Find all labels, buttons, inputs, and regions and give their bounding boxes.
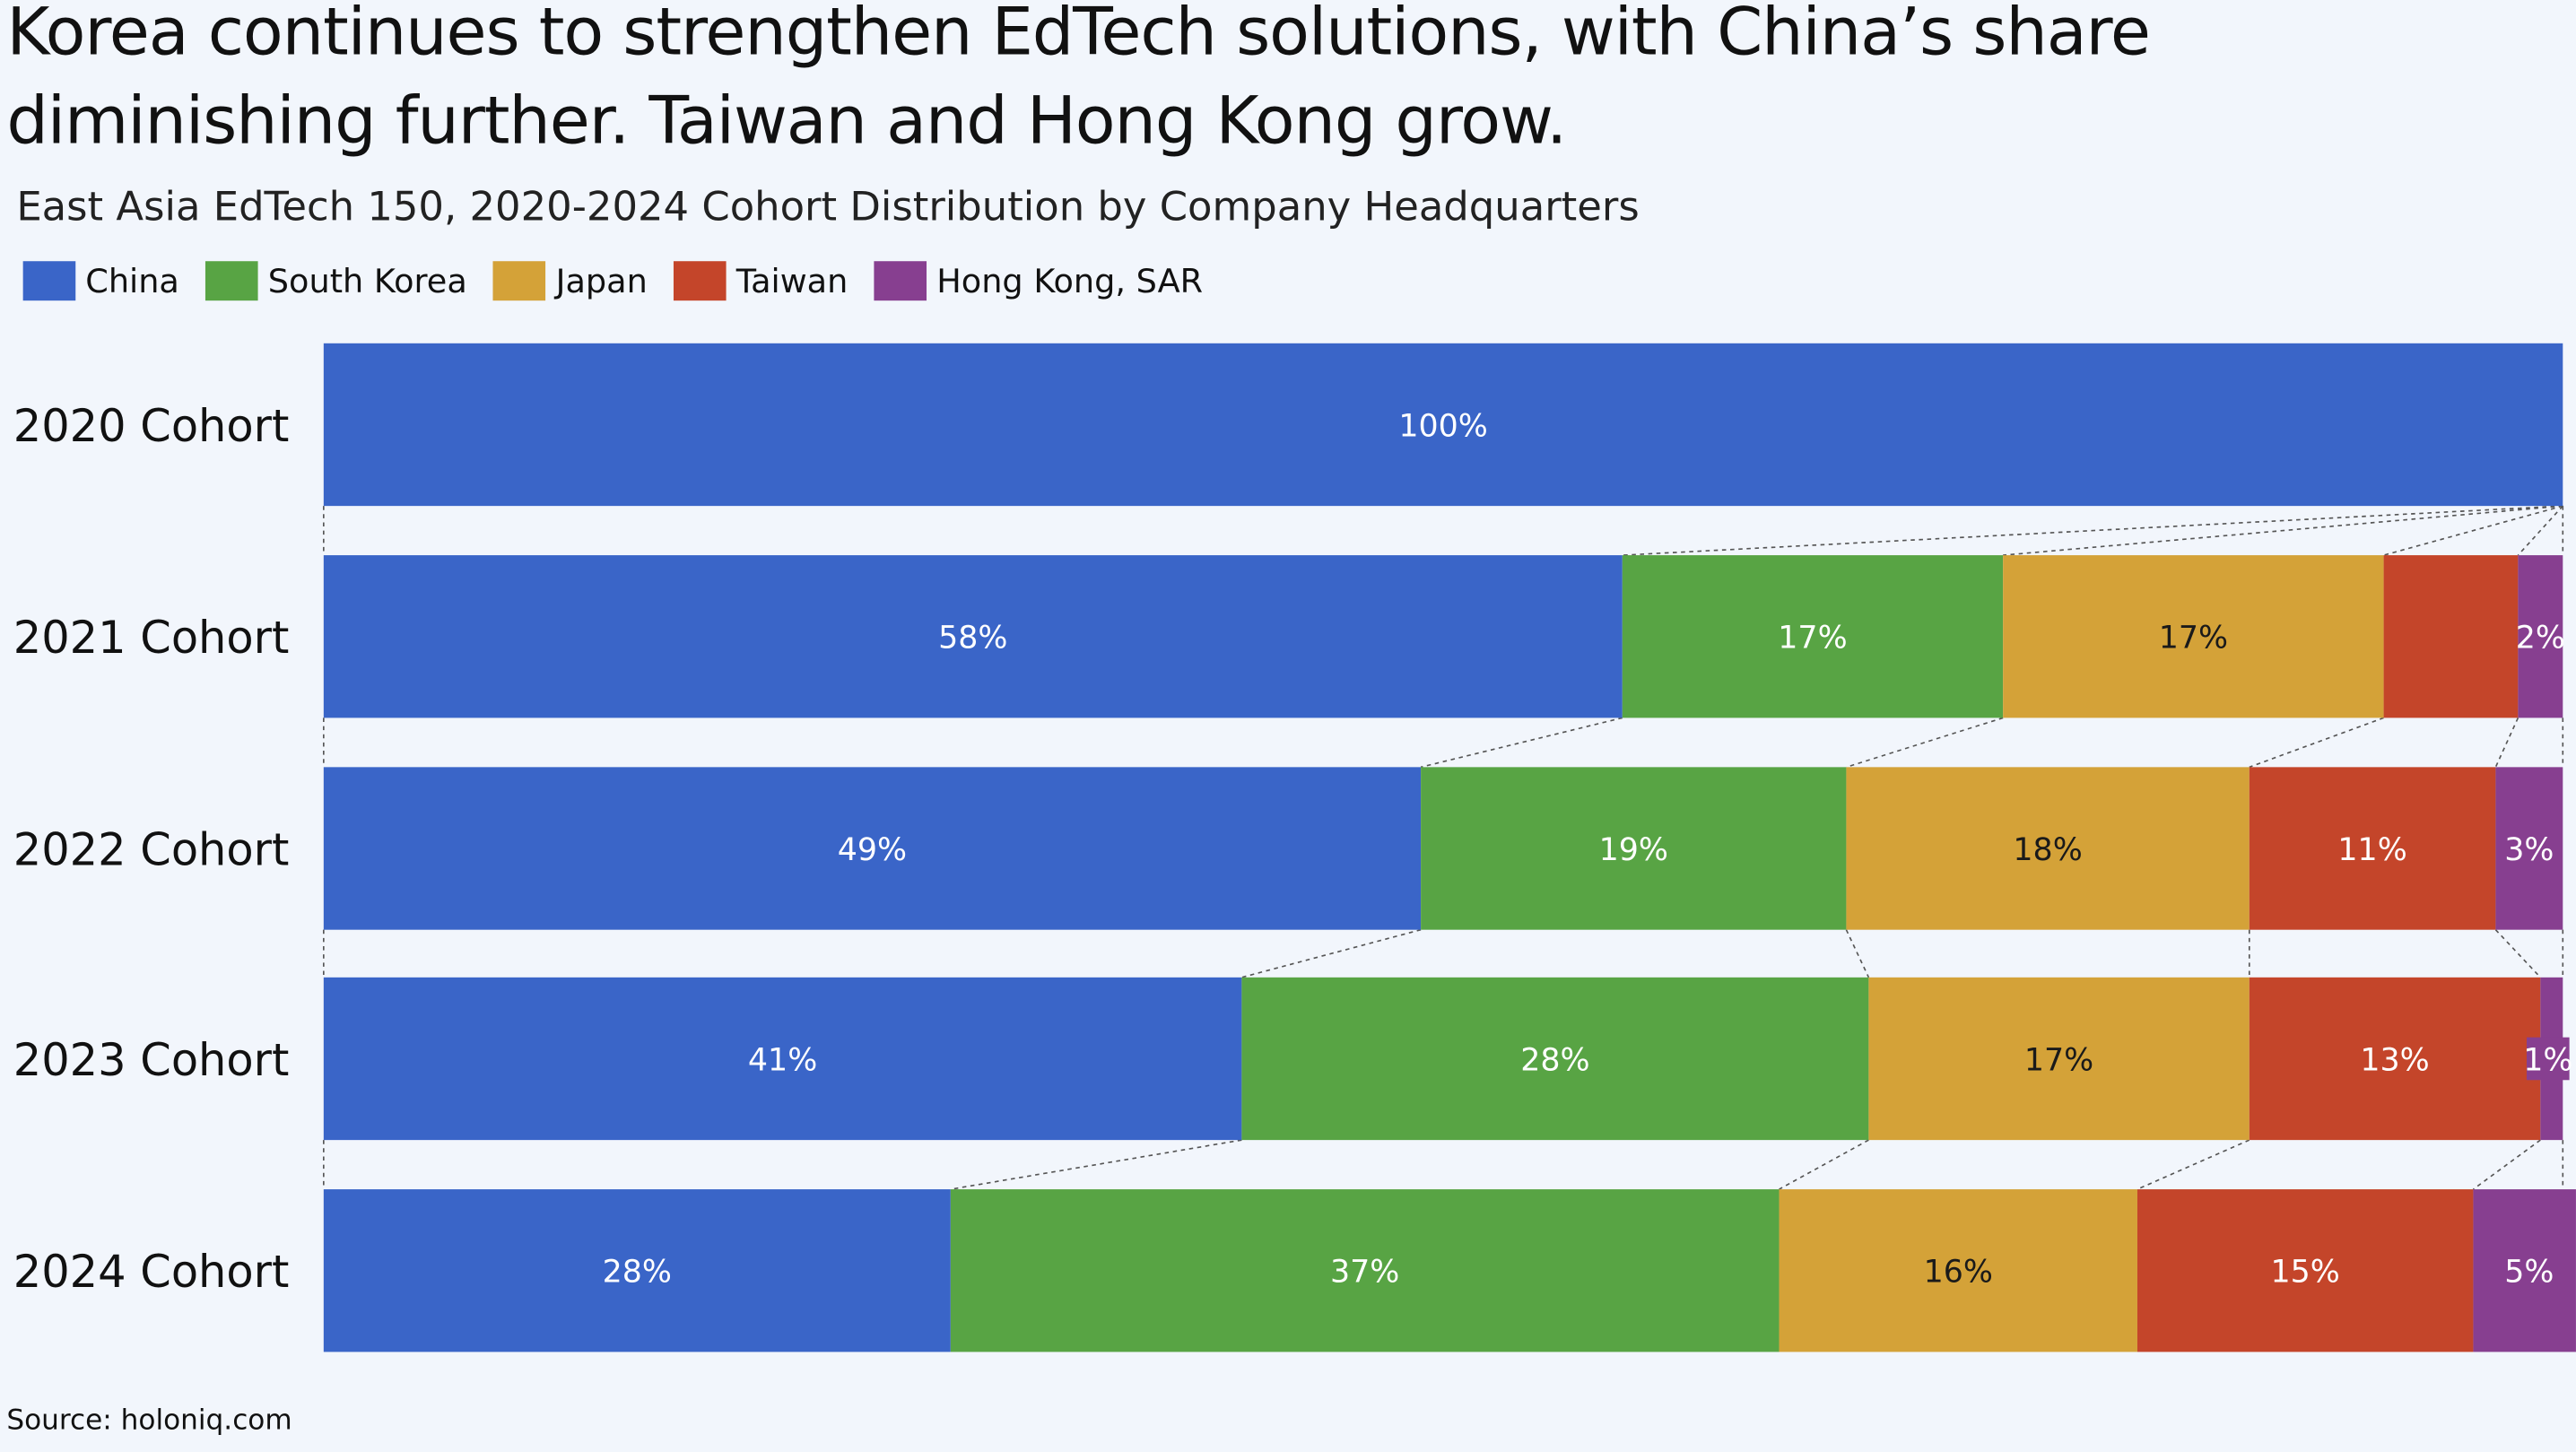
bar-segment bbox=[323, 977, 1242, 1141]
bar-segment bbox=[2473, 1189, 2576, 1352]
data-label: 49% bbox=[838, 832, 907, 868]
category-label: 2021 Cohort bbox=[13, 612, 290, 664]
connector-line bbox=[2494, 929, 2541, 978]
connector-line bbox=[1622, 505, 2563, 556]
data-label: 58% bbox=[938, 621, 1007, 656]
data-label: 17% bbox=[2159, 621, 2228, 656]
bar-segment bbox=[2137, 1189, 2474, 1352]
bar-segment bbox=[323, 1189, 951, 1352]
source-note: Source: holoniq.com bbox=[6, 1404, 292, 1438]
connector-line bbox=[2137, 1139, 2250, 1190]
legend-swatch bbox=[22, 261, 76, 301]
legend-label: Japan bbox=[555, 261, 648, 301]
connector-line bbox=[2383, 505, 2563, 556]
legend-swatch bbox=[493, 261, 546, 301]
bar-segment bbox=[2249, 767, 2496, 930]
category-label: 2020 Cohort bbox=[13, 400, 290, 452]
connector-line bbox=[2494, 717, 2519, 768]
data-label: 41% bbox=[748, 1042, 817, 1078]
data-label: 17% bbox=[2024, 1042, 2093, 1078]
legend-label: Hong Kong, SAR bbox=[936, 261, 1204, 301]
connector-line bbox=[1845, 929, 1870, 978]
connector-line bbox=[2249, 717, 2384, 769]
legend-swatch bbox=[874, 261, 927, 301]
legend-item: Japan bbox=[493, 261, 648, 301]
legend-item: South Korea bbox=[205, 261, 467, 301]
data-label: 2% bbox=[2516, 621, 2565, 656]
connector-line bbox=[1846, 717, 2004, 769]
connector-line bbox=[2517, 505, 2563, 556]
bar-segment bbox=[1846, 767, 2250, 930]
data-label: 19% bbox=[1599, 832, 1668, 868]
data-label: 13% bbox=[2360, 1042, 2429, 1078]
legend-label: South Korea bbox=[267, 261, 467, 301]
connector-line bbox=[2003, 505, 2563, 556]
data-label: 5% bbox=[2504, 1255, 2554, 1291]
bar-segment bbox=[323, 555, 1623, 718]
chart-title-line-2: diminishing further. Taiwan and Hong Kon… bbox=[6, 83, 1567, 160]
category-label: 2024 Cohort bbox=[13, 1246, 290, 1298]
bar-segment bbox=[1241, 977, 1869, 1141]
data-label: 37% bbox=[1330, 1255, 1399, 1291]
data-label: 18% bbox=[2013, 832, 2082, 868]
legend-item: Taiwan bbox=[674, 261, 849, 301]
bar-segment bbox=[2518, 555, 2563, 718]
connector-line bbox=[2472, 1139, 2541, 1190]
chart-subtitle: East Asia EdTech 150, 2020-2024 Cohort D… bbox=[16, 182, 1640, 230]
data-label: 11% bbox=[2337, 832, 2406, 868]
bar-segment bbox=[950, 1189, 1780, 1352]
data-label: 16% bbox=[1924, 1255, 1993, 1291]
bar-segment bbox=[323, 767, 1422, 930]
legend-item: China bbox=[22, 261, 179, 301]
connector-line bbox=[1241, 928, 1422, 978]
category-label: 2023 Cohort bbox=[13, 1034, 290, 1086]
data-label: 1% bbox=[2523, 1042, 2572, 1078]
bar-segment bbox=[1779, 1189, 2137, 1352]
connector-line bbox=[950, 1139, 1242, 1190]
chart-title-line-1: Korea continues to strengthen EdTech sol… bbox=[6, 0, 2151, 71]
bar-segment bbox=[323, 343, 2563, 507]
legend-item: Hong Kong, SAR bbox=[874, 261, 1204, 301]
legend-label: Taiwan bbox=[735, 261, 849, 301]
bar-segment bbox=[2249, 977, 2541, 1141]
legend-label: China bbox=[85, 261, 179, 301]
data-label: 28% bbox=[1520, 1042, 1589, 1078]
data-label: 17% bbox=[1778, 621, 1847, 656]
category-label: 2022 Cohort bbox=[13, 823, 290, 875]
connector-line bbox=[1779, 1139, 1869, 1190]
data-label: 3% bbox=[2504, 832, 2554, 868]
connector-line bbox=[1420, 717, 1623, 769]
data-label: 15% bbox=[2271, 1255, 2340, 1291]
data-label-background bbox=[2527, 1037, 2570, 1081]
legend-swatch bbox=[674, 261, 727, 301]
bar-segment bbox=[2495, 767, 2563, 930]
chart-legend: China South Korea Japan Taiwan Hong Kong, SA… bbox=[22, 256, 1230, 306]
legend-swatch bbox=[205, 261, 258, 301]
data-label: 100% bbox=[1398, 408, 1487, 444]
bar-segment bbox=[2003, 555, 2384, 718]
bar-segment bbox=[1868, 977, 2250, 1141]
bar-segment bbox=[1622, 555, 2004, 718]
data-label: 28% bbox=[603, 1255, 672, 1291]
bar-segment bbox=[2383, 555, 2519, 718]
bar-segment bbox=[1421, 767, 1847, 930]
